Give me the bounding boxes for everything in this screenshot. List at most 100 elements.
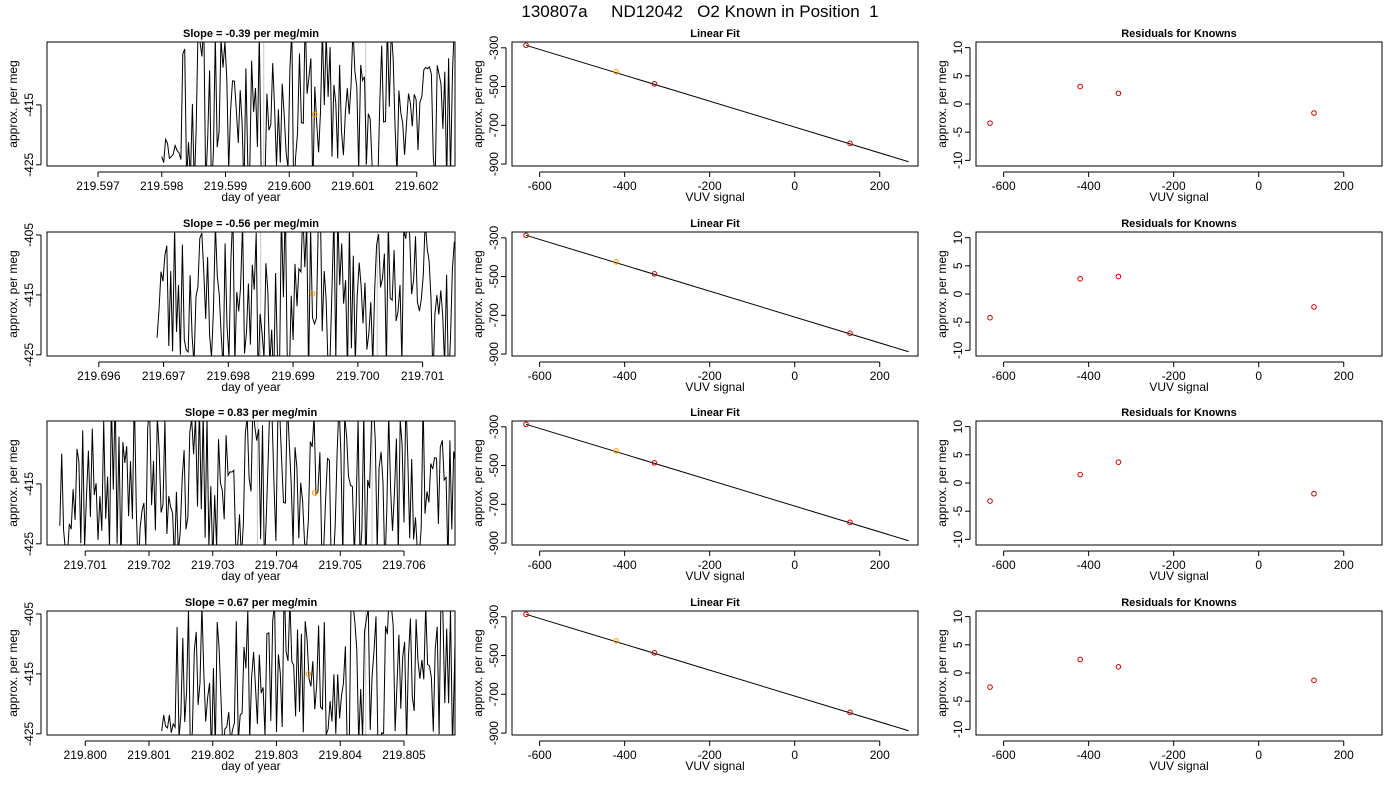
x-tick-label: 219.600: [268, 179, 312, 193]
x-tick-label: 219.804: [319, 748, 363, 762]
residual-point: [1077, 83, 1083, 90]
x-tick-label: 200: [870, 748, 890, 762]
fit-point: [523, 42, 529, 49]
timeseries-line: [161, 611, 455, 735]
residual-point: [1311, 304, 1317, 310]
x-tick-label: 200: [1334, 179, 1354, 193]
residual-point: [987, 684, 993, 690]
y-axis-label: approx. per meg: [6, 439, 20, 526]
residual-point: [1077, 471, 1083, 478]
y-tick-label: 10: [951, 41, 965, 55]
y-axis-label: approx. per meg: [935, 439, 949, 526]
residual-point: [1311, 677, 1317, 684]
fit-point: [651, 271, 658, 277]
panel-title: Linear Fit: [690, 407, 740, 419]
panel-r1-c2: Linear Fit -600 -400 -200 0 200 VUV signal -300…: [471, 28, 919, 204]
mean-point: [305, 671, 312, 677]
x-tick-label: -600: [992, 369, 1016, 383]
x-axis-label: day of year: [221, 569, 280, 583]
x-tick-label: -200: [698, 369, 722, 383]
y-tick-label: -700: [487, 682, 501, 706]
y-tick-label: -300: [487, 225, 501, 249]
x-tick-label: 200: [870, 179, 890, 193]
x-tick-label: 219.706: [382, 558, 426, 572]
panel-r3-c3: Residuals for Knowns -600 -400 -200 0 200 VUV …: [935, 407, 1383, 583]
y-axis-label: approx. per meg: [6, 629, 20, 716]
y-tick-label: -500: [487, 264, 501, 288]
fit-point: [847, 330, 853, 337]
panel-title: Linear Fit: [690, 597, 740, 609]
y-axis-label: approx. per meg: [471, 439, 485, 526]
y-tick-label: -415: [22, 283, 36, 307]
x-axis-label: day of year: [221, 759, 280, 773]
x-tick-label: 219.701: [64, 558, 108, 572]
x-tick-label: 219.601: [331, 179, 375, 193]
panel-title: Slope = 0.83 per meg/min: [185, 407, 318, 419]
x-tick-label: 219.800: [64, 748, 108, 762]
y-tick-label: 5: [951, 262, 965, 269]
y-tick-label: -425: [22, 531, 36, 555]
plot-frame: [46, 41, 456, 167]
x-tick-label: 0: [1255, 748, 1262, 762]
plot-area: [523, 42, 909, 163]
x-tick-label: 219.703: [191, 558, 235, 572]
x-tick-label: -200: [698, 179, 722, 193]
x-tick-label: 0: [1255, 369, 1262, 383]
y-tick-label: -700: [487, 492, 501, 516]
x-tick-label: -200: [1162, 748, 1186, 762]
y-axis-label: approx. per meg: [935, 250, 949, 337]
y-tick-label: -415: [22, 93, 36, 117]
plot-area: [523, 611, 909, 732]
y-tick-label: -900: [487, 531, 501, 555]
x-tick-label: -600: [528, 179, 552, 193]
y-tick-label: -900: [487, 342, 501, 366]
x-tick-label: 0: [1255, 179, 1262, 193]
plot-area: [59, 421, 455, 545]
x-axis-label: day of year: [221, 190, 280, 204]
x-tick-label: 219.805: [382, 748, 426, 762]
y-tick-label: -425: [22, 342, 36, 366]
panel-r1-c3: Residuals for Knowns -600 -400 -200 0 200 VUV …: [935, 28, 1383, 204]
panel-title: Residuals for Knowns: [1121, 218, 1237, 230]
fit-point: [523, 611, 529, 618]
timeseries-line: [161, 42, 455, 166]
panel-title: Slope = 0.67 per meg/min: [185, 597, 318, 609]
y-tick-label: 0: [951, 290, 965, 297]
residual-point: [1115, 90, 1122, 97]
y-tick-label: -5: [951, 317, 965, 328]
y-tick-label: 5: [951, 641, 965, 648]
y-tick-label: -900: [487, 152, 501, 176]
x-tick-label: -600: [992, 558, 1016, 572]
x-tick-label: -200: [698, 558, 722, 572]
y-tick-label: 0: [951, 669, 965, 676]
y-tick-label: 5: [951, 72, 965, 79]
x-tick-label: 0: [1255, 558, 1262, 572]
panel-title: Linear Fit: [690, 28, 740, 40]
y-axis-label: approx. per meg: [471, 60, 485, 147]
panel-title: Linear Fit: [690, 218, 740, 230]
x-axis-label: VUV signal: [685, 759, 744, 773]
x-tick-label: 219.803: [255, 748, 299, 762]
plot-frame: [46, 610, 456, 736]
x-tick-label: 0: [791, 748, 798, 762]
residual-point: [987, 314, 993, 321]
residual-point: [1115, 459, 1122, 465]
x-axis-label: VUV signal: [685, 569, 744, 583]
y-axis-label: approx. per meg: [935, 60, 949, 147]
x-tick-label: 200: [1334, 558, 1354, 572]
residual-point: [987, 498, 993, 504]
x-tick-label: 219.597: [76, 179, 120, 193]
x-tick-label: 219.598: [140, 179, 184, 193]
y-tick-label: 0: [951, 100, 965, 107]
plot-area: [156, 232, 455, 356]
plot-area: [987, 273, 1317, 321]
y-tick-label: -425: [22, 721, 36, 745]
y-axis-label: approx. per meg: [471, 250, 485, 337]
x-tick-label: 200: [1334, 369, 1354, 383]
panel-r2-c1: Slope = -0.56 per meg/min 219.696 219.697 2…: [6, 218, 456, 394]
x-tick-label: -400: [1077, 179, 1101, 193]
x-axis-label: VUV signal: [1149, 190, 1208, 204]
plot-frame: [975, 420, 1383, 546]
y-tick-label: 10: [951, 610, 965, 624]
panel-r2-c2: Linear Fit -600 -400 -200 0 200 VUV signal -300…: [471, 218, 919, 394]
